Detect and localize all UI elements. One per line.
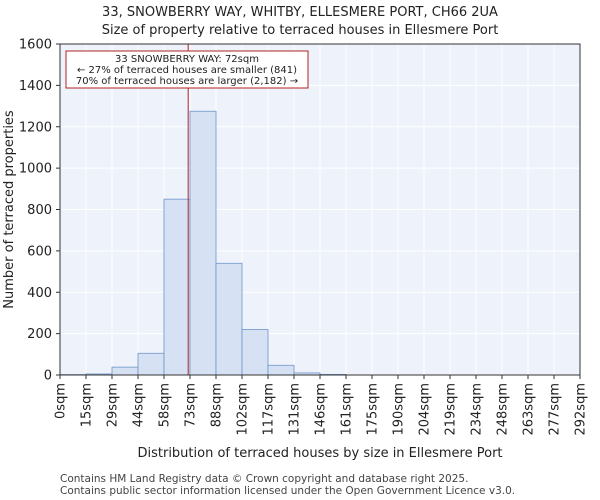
x-tick-label: 131sqm	[288, 383, 303, 436]
plot-frame	[59, 43, 581, 376]
y-tick-label: 800	[27, 203, 52, 218]
histogram-bar	[215, 262, 243, 376]
x-tick-label: 204sqm	[418, 383, 433, 436]
y-axis-label: Number of terraced properties	[2, 110, 17, 309]
x-tick-label: 175sqm	[366, 383, 381, 436]
y-tick-label: 1200	[19, 120, 52, 135]
y-tick-label: 600	[27, 244, 52, 259]
x-tick-label: 117sqm	[262, 383, 277, 436]
x-tick-label: 29sqm	[106, 383, 121, 427]
annotation-larger: 70% of terraced houses are larger (2,182…	[76, 76, 298, 87]
y-tick-label: 400	[27, 286, 52, 301]
x-gridlines	[59, 44, 581, 375]
histogram-bar	[241, 329, 269, 376]
footer-line-2: Contains public sector information licen…	[60, 485, 515, 497]
x-tick-label: 292sqm	[574, 383, 589, 436]
y-axis-ticks: 0 200 400 600 800 1000 1200 1400 1600	[19, 38, 60, 384]
y-tick-label: 200	[27, 327, 52, 342]
x-tick-label: 190sqm	[392, 383, 407, 436]
histogram-bar	[267, 364, 295, 376]
x-tick-label: 248sqm	[496, 383, 511, 436]
x-tick-label: 73sqm	[184, 383, 199, 427]
x-tick-label: 15sqm	[80, 383, 95, 427]
x-tick-label: 277sqm	[548, 383, 563, 436]
x-tick-label: 102sqm	[236, 383, 251, 436]
histogram-bar	[189, 110, 217, 376]
x-axis-ticks: 0sqm 15sqm 29sqm 44sqm 58sqm 73sqm 88sqm 102sqm…	[54, 375, 589, 436]
footer-line-1: Contains HM Land Registry data © Crown c…	[60, 473, 468, 485]
x-tick-label: 219sqm	[444, 383, 459, 436]
x-tick-label: 263sqm	[522, 383, 537, 436]
x-tick-label: 88sqm	[210, 383, 225, 427]
x-tick-label: 146sqm	[314, 383, 329, 436]
histogram-bar	[111, 366, 139, 376]
histogram-bar	[137, 352, 165, 376]
chart-title-line-1: 33, SNOWBERRY WAY, WHITBY, ELLESMERE POR…	[102, 5, 498, 20]
x-tick-label: 161sqm	[340, 383, 355, 436]
x-tick-label: 58sqm	[158, 383, 173, 427]
y-tick-label: 1600	[19, 38, 52, 53]
histogram-bar	[163, 198, 191, 376]
y-tick-label: 1400	[19, 79, 52, 94]
chart-title-line-2: Size of property relative to terraced ho…	[102, 23, 499, 38]
annotation-smaller: ← 27% of terraced houses are smaller (84…	[77, 65, 297, 76]
x-tick-label: 44sqm	[132, 383, 147, 427]
y-tick-label: 0	[44, 369, 52, 384]
annotation-title: 33 SNOWBERRY WAY: 72sqm	[115, 54, 259, 65]
x-axis-label: Distribution of terraced houses by size …	[137, 446, 502, 461]
y-tick-label: 1000	[19, 162, 52, 177]
x-tick-label: 234sqm	[470, 383, 485, 436]
annotation-box: 33 SNOWBERRY WAY: 72sqm ← 27% of terrace…	[65, 50, 309, 89]
bars	[59, 110, 347, 376]
x-tick-label: 0sqm	[54, 383, 69, 419]
